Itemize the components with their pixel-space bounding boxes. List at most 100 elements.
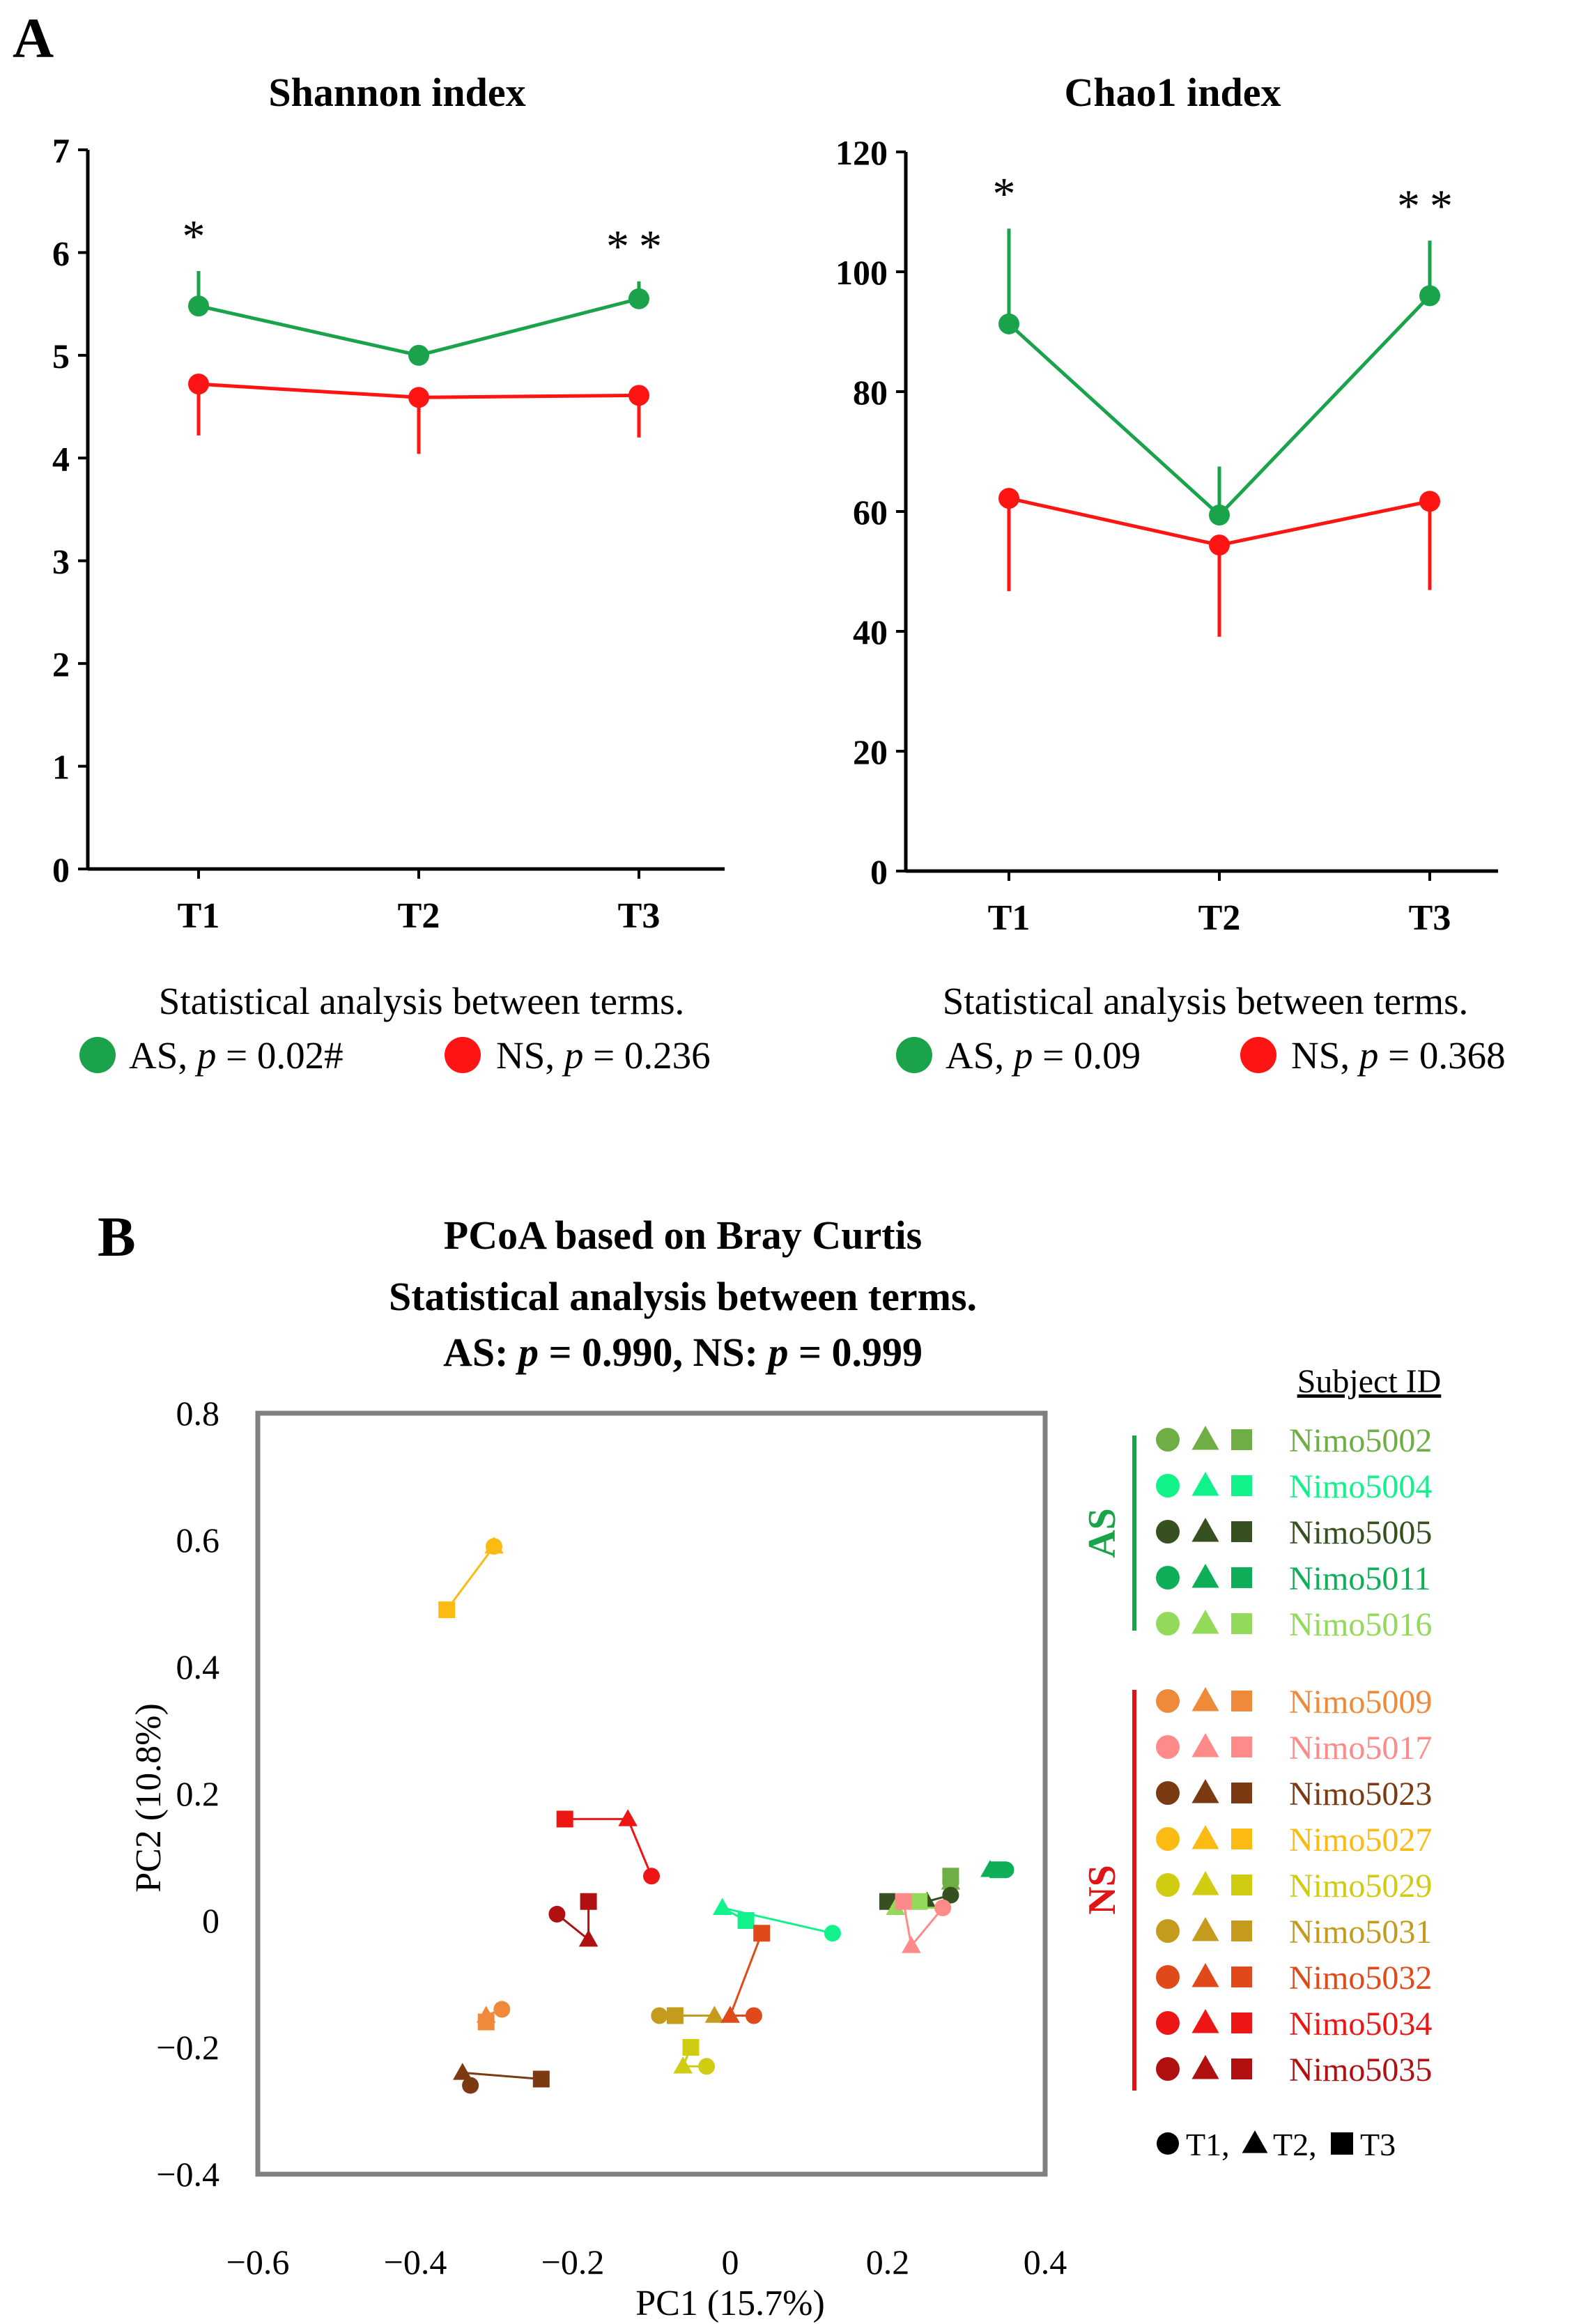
pcoa-point-nimo5016-t3 [911, 1893, 928, 1910]
pcoa-point-nimo5029-t1 [698, 2058, 716, 2075]
pcoa-point-nimo5011-t3 [989, 1861, 1007, 1879]
legend-circle-nimo5035 [1156, 2057, 1180, 2081]
shannon-point-ns [408, 387, 429, 408]
pcoa-title-line2: Statistical analysis between terms. [389, 1274, 977, 1319]
chao1-legend-as: AS, p = 0.09 [946, 1034, 1141, 1077]
legend-circle-nimo5009 [1156, 1689, 1180, 1713]
legend-triangle-nimo5031 [1191, 1916, 1219, 1941]
chao1-y-tick-label: 0 [870, 852, 888, 891]
chao1-y-tick-label: 80 [853, 373, 888, 412]
time-legend-circle-icon [1157, 2132, 1179, 2155]
chao1-y-tick-label: 60 [853, 493, 888, 532]
pcoa-y-tick-label: −0.4 [156, 2155, 219, 2194]
pcoa-point-nimo5034-t1 [643, 1868, 660, 1885]
shannon-legend-ns-marker [445, 1037, 481, 1073]
time-legend-label: T2, [1273, 2127, 1317, 2162]
shannon-y-tick-label: 6 [52, 233, 70, 272]
shannon-point-as [408, 344, 429, 366]
pcoa-plot-frame [255, 1410, 1048, 2177]
legend-label-nimo5011: Nimo5011 [1289, 1560, 1431, 1597]
pcoa-point-nimo5029-t2 [673, 2056, 693, 2074]
pcoa-point-nimo5023-t2 [453, 2063, 472, 2080]
legend-circle-nimo5027 [1156, 1827, 1180, 1851]
shannon-y-tick-label: 1 [52, 748, 70, 787]
shannon-significance-mark: ** [606, 222, 672, 272]
pcoa-point-nimo5034-t3 [556, 1810, 573, 1828]
shannon-y-tick-label: 2 [52, 645, 70, 684]
pcoa-title: PCoA based on Bray Curtis Statistical an… [389, 1213, 977, 1375]
pcoa-point-nimo5034-t2 [618, 1809, 638, 1826]
time-legend-label: T3 [1360, 2127, 1396, 2162]
shannon-legend-as: AS, p = 0.02# [129, 1034, 344, 1077]
chao1-point-ns [1209, 534, 1230, 556]
chao1-significance-mark: * [993, 169, 1026, 220]
legend-square-nimo5002 [1231, 1429, 1252, 1450]
pcoa-x-tick-label: 0.4 [1024, 2242, 1067, 2281]
pcoa-marks [438, 1536, 1014, 2094]
shannon-legend-ns: NS, p = 0.236 [496, 1034, 711, 1077]
legend-square-nimo5005 [1231, 1521, 1252, 1542]
pcoa-point-nimo5005-t1 [942, 1886, 959, 1904]
legend-circle-nimo5011 [1156, 1566, 1180, 1590]
shannon-legend-as-marker [79, 1037, 116, 1073]
legend-label-nimo5009: Nimo5009 [1289, 1684, 1432, 1721]
legend-triangle-nimo5029 [1191, 1870, 1219, 1895]
chao1-x-tick-label: T1 [988, 898, 1031, 938]
legend-label-nimo5002: Nimo5002 [1289, 1422, 1432, 1459]
shannon-point-ns [188, 374, 209, 395]
pcoa-point-nimo5027-t2 [484, 1536, 504, 1554]
legend-triangle-nimo5034 [1191, 2008, 1219, 2033]
legend-square-nimo5034 [1231, 2013, 1252, 2033]
time-legend-label: T1, [1186, 2127, 1230, 2162]
shannon-title: Shannon index [268, 70, 525, 115]
chao1-stats-title: Statistical analysis between terms. [943, 980, 1469, 1022]
legend-square-nimo5011 [1231, 1567, 1252, 1588]
pcoa-point-nimo5027-t3 [438, 1601, 456, 1619]
legend-square-nimo5035 [1231, 2058, 1252, 2079]
shannon-y-tick-label: 3 [52, 542, 70, 581]
legend-square-nimo5004 [1231, 1475, 1252, 1496]
legend-square-nimo5031 [1231, 1921, 1252, 1941]
shannon-point-as [188, 295, 209, 317]
pcoa-x-tick-label: −0.6 [226, 2242, 290, 2281]
chao1-y-tick-label: 100 [835, 253, 888, 292]
pcoa-point-nimo5009-t3 [477, 2013, 495, 2031]
legend-label-nimo5035: Nimo5035 [1289, 2052, 1432, 2088]
pcoa-x-tick-label: −0.4 [384, 2242, 447, 2281]
pcoa-y-tick-label: 0.4 [176, 1647, 220, 1686]
pcoa-point-nimo5017-t1 [934, 1899, 952, 1916]
pcoa-point-nimo5002-t3 [942, 1868, 959, 1885]
chao1-y-tick-label: 20 [853, 732, 888, 771]
shannon-point-ns [628, 385, 649, 406]
chao1-x-tick-label: T3 [1409, 898, 1451, 938]
legend-label-nimo5034: Nimo5034 [1289, 2006, 1432, 2042]
pcoa-x-tick-label: −0.2 [541, 2242, 605, 2281]
chao1-y-tick-label: 40 [853, 613, 888, 652]
chao1-point-ns [998, 488, 1019, 509]
pcoa-point-nimo5031-t1 [651, 2007, 668, 2024]
pcoa-point-nimo5031-t2 [704, 2006, 725, 2023]
legend-circle-nimo5016 [1156, 1612, 1180, 1636]
shannon-y-tick-label: 4 [52, 439, 70, 478]
ns-group-label: NS [1081, 1865, 1124, 1915]
chao1-legend-ns-marker [1240, 1037, 1276, 1073]
pcoa-point-nimo5032-t3 [753, 1925, 771, 1942]
chao1-legend-ns: NS, p = 0.368 [1291, 1034, 1506, 1077]
legend-triangle-nimo5009 [1191, 1686, 1219, 1711]
pcoa-point-nimo5004-t3 [737, 1912, 755, 1929]
pcoa-point-nimo5032-t1 [745, 2007, 762, 2024]
as-group-label: AS [1081, 1508, 1124, 1558]
legend-label-nimo5032: Nimo5032 [1289, 1960, 1432, 1996]
shannon-x-tick-label: T1 [178, 896, 220, 936]
chao1-significance-mark: ** [1397, 180, 1463, 231]
legend-label-nimo5016: Nimo5016 [1289, 1606, 1432, 1643]
pcoa-xlabel: PC1 (15.7%) [635, 2284, 825, 2323]
chao1-axes: 0 20 40 60 80 100 120 T1 T2 T3 [835, 133, 1498, 938]
chao1-x-tick-label: T2 [1198, 898, 1241, 938]
pcoa-point-nimo5017-t3 [895, 1893, 912, 1910]
pcoa-trajectory-nimo5027 [445, 1546, 495, 1610]
legend-circle-nimo5017 [1156, 1735, 1180, 1759]
shannon-marks: * ** [183, 211, 672, 454]
shannon-y-tick-label: 0 [52, 850, 70, 889]
